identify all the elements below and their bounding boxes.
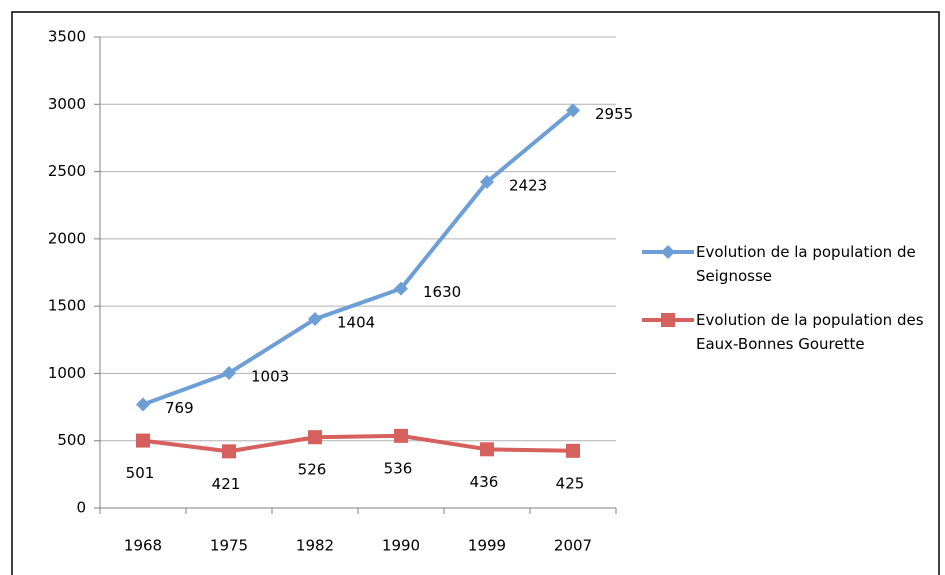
y-tick-label: 1500 [48,297,86,315]
point-marker [566,103,580,118]
data-label: 436 [470,473,499,491]
point-marker [136,433,150,448]
legend-marker [661,245,675,259]
x-tick-label: 1999 [468,537,506,555]
point-marker [480,174,494,189]
point-marker [222,366,236,381]
point-marker [308,430,322,445]
chart-border [11,11,940,575]
point-marker [136,397,150,412]
point-marker [394,428,408,443]
data-label: 425 [556,474,585,492]
legend-label: Evolution de la population de Seignosse [696,243,916,285]
data-label: 501 [126,464,155,482]
data-label: 769 [165,399,194,417]
x-tick-label: 1990 [382,537,420,555]
y-tick-label: 3500 [48,28,86,46]
y-tick-label: 3000 [48,95,86,113]
y-tick-label: 2000 [48,229,86,247]
data-label: 421 [212,475,241,493]
legend-label: Evolution de la population des Eaux-Bonn… [696,311,924,353]
x-tick-label: 2007 [554,537,592,555]
x-tick-label: 1975 [210,537,248,555]
point-marker [480,442,494,457]
point-marker [308,312,322,327]
legend-marker [661,313,675,327]
y-tick-label: 500 [57,431,86,449]
x-tick-label: 1982 [296,537,334,555]
y-tick-label: 0 [76,499,86,517]
point-marker [222,444,236,459]
y-tick-label: 2500 [48,162,86,180]
legend-swatch [642,313,694,327]
data-label: 2423 [509,176,547,194]
point-marker [566,443,580,458]
series-line [142,108,575,407]
legend-swatch [642,245,694,259]
data-label: 526 [298,461,327,479]
point-marker [394,281,408,296]
x-tick-label: 1968 [124,537,162,555]
y-tick-label: 1000 [48,364,86,382]
data-label: 2955 [595,105,633,123]
data-label: 1003 [251,368,289,386]
series-line [142,433,574,454]
data-label: 536 [384,459,413,477]
data-label: 1404 [337,314,375,332]
data-label: 1630 [423,283,461,301]
